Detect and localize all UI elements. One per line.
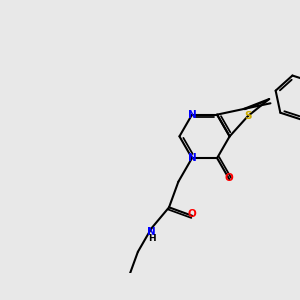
Text: H: H	[148, 234, 155, 243]
Text: S: S	[244, 111, 252, 121]
Text: N: N	[188, 153, 196, 163]
Text: N: N	[188, 110, 196, 120]
Text: N: N	[147, 226, 156, 236]
Text: O: O	[225, 173, 234, 183]
Text: O: O	[188, 209, 197, 219]
